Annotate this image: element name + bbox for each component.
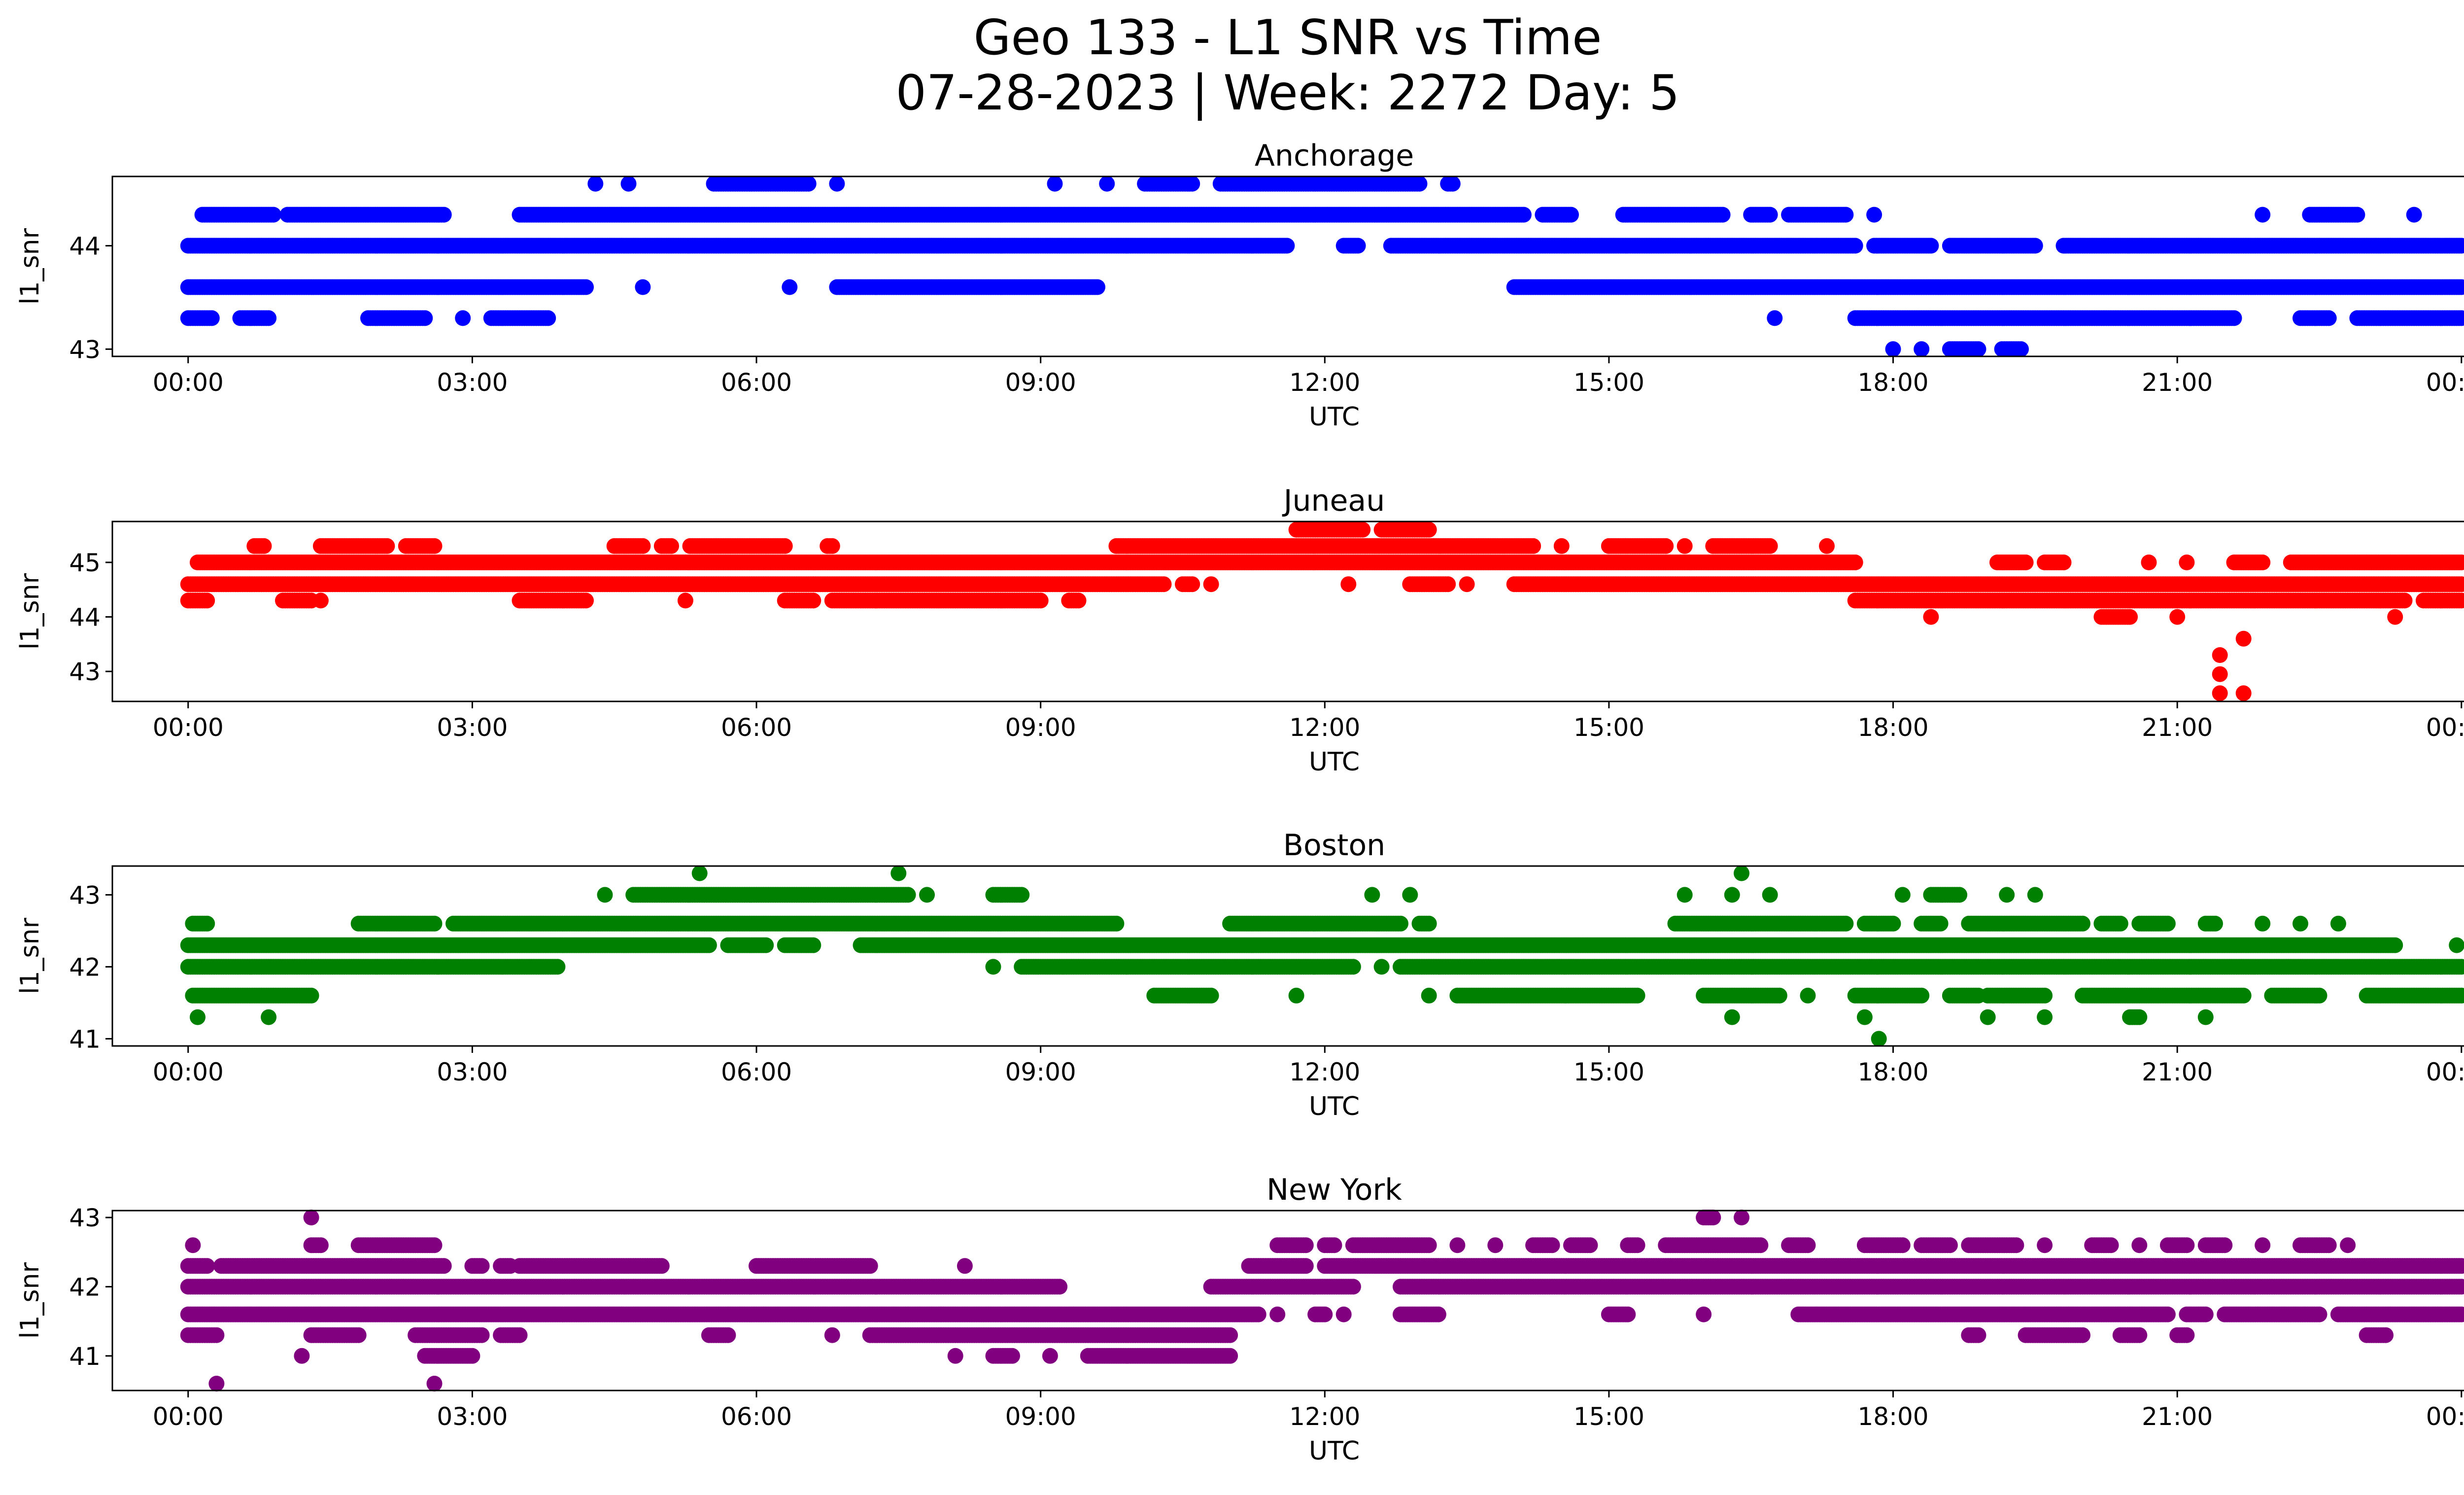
x-tick-label: 03:00 [437, 368, 508, 397]
data-point [312, 592, 329, 609]
subplot-anchorage: Anchorage 00:00 03:00 06:00 09:00 12:00 15:00 1… [15, 139, 2464, 432]
data-point [1658, 538, 1674, 554]
data-point [1866, 207, 1882, 223]
data-point [1032, 592, 1049, 609]
y-tick-label: 44 [69, 232, 101, 261]
data-point [1090, 279, 1105, 295]
data-point [1563, 207, 1579, 223]
data-point [1767, 310, 1783, 326]
data-point [2013, 341, 2029, 357]
y-tick-label: 43 [69, 335, 101, 364]
data-point [1525, 538, 1541, 554]
figure-title-line1: Geo 133 - L1 SNR vs Time [974, 10, 1602, 66]
data-point [1184, 175, 1200, 192]
data-point [1047, 175, 1063, 192]
data-point [1070, 592, 1087, 609]
data-point [1350, 238, 1366, 254]
x-tick-label: 00:00 [2426, 368, 2464, 397]
data-point [587, 175, 604, 192]
data-point [663, 538, 679, 554]
data-point [1819, 538, 1835, 554]
data-point [805, 592, 821, 609]
data-point [2255, 555, 2271, 570]
data-point [1677, 538, 1693, 554]
x-tick-label: 00:00 [153, 368, 224, 397]
data-point [2179, 555, 2195, 570]
x-tick-label: 09:00 [1005, 368, 1076, 397]
data-point [1184, 576, 1200, 592]
data-point [1411, 175, 1428, 192]
data-point [256, 538, 272, 554]
x-tick-label: 15:00 [1574, 368, 1644, 397]
data-point [1355, 522, 1371, 538]
data-point [1444, 175, 1461, 192]
data-point [1553, 538, 1570, 554]
data-point [829, 175, 845, 192]
data-point [677, 592, 693, 609]
data-point [578, 279, 594, 295]
data-point [455, 310, 471, 326]
x-tick-label: 21:00 [2142, 368, 2213, 397]
data-point [2321, 310, 2337, 326]
figure-title-line2: 07-28-2023 | Week: 2272 Day: 5 [896, 65, 1680, 121]
data-point [1762, 207, 1778, 223]
data-point [1279, 238, 1295, 254]
data-point [2349, 207, 2365, 223]
data-point [379, 538, 395, 554]
data-point [199, 592, 215, 609]
data-point [635, 538, 651, 554]
data-point [635, 279, 651, 295]
x-tick-label: 18:00 [1857, 368, 1928, 397]
data-point [800, 175, 817, 192]
data-point [1970, 341, 1986, 357]
data-point [204, 310, 220, 326]
data-point [1838, 207, 1854, 223]
data-point [824, 538, 840, 554]
data-point [1914, 341, 1930, 357]
data-point [426, 538, 443, 554]
y-axis-label: l1_snr [15, 228, 45, 305]
data-point [1847, 555, 1863, 570]
data-point [265, 207, 281, 223]
x-tick-label: 06:00 [721, 368, 792, 397]
data-point [2018, 555, 2034, 570]
data-point [2226, 310, 2242, 326]
data-point [2255, 207, 2271, 223]
data-point [1714, 207, 1731, 223]
data-point [2406, 207, 2422, 223]
data-point [2141, 555, 2157, 570]
x-tick-label: 12:00 [1289, 368, 1360, 397]
data-point [2027, 238, 2043, 254]
data-point [1515, 207, 1532, 223]
x-axis-label: UTC [1309, 402, 1360, 432]
data-point [1203, 576, 1219, 592]
data-point [1440, 576, 1456, 592]
data-point [2453, 238, 2464, 254]
data-point [1421, 522, 1437, 538]
subplots-container: Anchorage 00:00 03:00 06:00 09:00 12:00 15:00 1… [15, 139, 2464, 1466]
data-points [180, 175, 2464, 357]
data-point [2055, 555, 2072, 570]
data-point [578, 592, 594, 609]
data-point [1459, 576, 1475, 592]
data-point [1847, 238, 1863, 254]
data-point [620, 175, 637, 192]
data-point [436, 207, 452, 223]
subplot-title: Anchorage [1255, 139, 1414, 173]
data-point [1099, 175, 1115, 192]
data-point [1340, 576, 1357, 592]
data-point [540, 310, 556, 326]
data-point [417, 310, 433, 326]
data-point [777, 538, 793, 554]
data-point [1885, 341, 1901, 357]
data-point [1156, 576, 1172, 592]
data-point [782, 279, 798, 295]
data-point [1762, 538, 1778, 554]
data-point [261, 310, 277, 326]
data-point [1923, 238, 1939, 254]
